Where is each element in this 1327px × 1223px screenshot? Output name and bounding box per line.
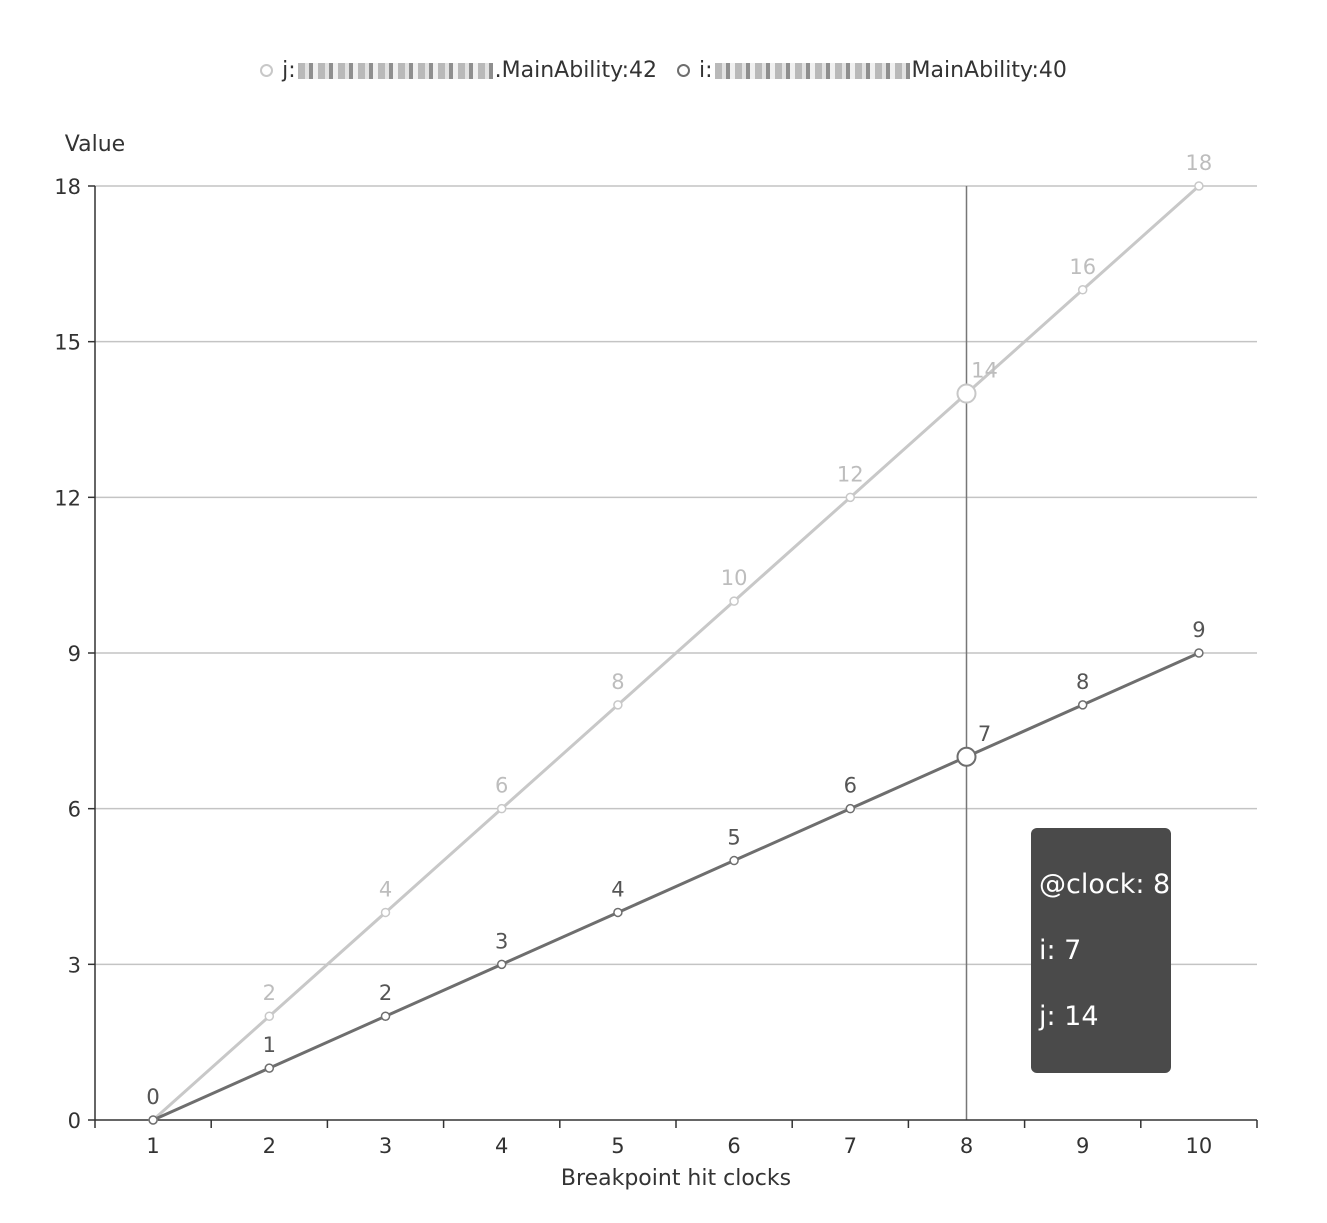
legend-item-i[interactable]: i: MainAbility:40 [677, 58, 1067, 83]
data-point-j-3 [380, 907, 391, 918]
data-point-j-2 [264, 1011, 275, 1021]
data-label-i-4: 3 [495, 929, 508, 953]
y-tick-label-6: 6 [68, 798, 81, 822]
data-label-i-10: 9 [1192, 618, 1205, 642]
x-tick-label-5: 5 [611, 1134, 624, 1158]
data-point-i-5 [613, 907, 623, 918]
data-label-j-4: 6 [495, 774, 508, 798]
y-tick-label-18: 18 [54, 175, 81, 199]
redacted-text [297, 62, 493, 79]
y-tick-label-9: 9 [68, 642, 81, 666]
y-tick-label-3: 3 [68, 953, 81, 977]
x-tick-label-6: 6 [727, 1134, 740, 1158]
redacted-text [714, 62, 910, 79]
data-point-i-7 [845, 803, 856, 814]
data-label-i-2: 1 [263, 1033, 276, 1057]
y-tick-label-15: 15 [54, 331, 81, 355]
data-point-i-1 [148, 1115, 158, 1125]
y-axis-title: Value [65, 132, 125, 157]
data-point-j-5 [613, 700, 623, 710]
tooltip-header: @clock: 8 [1039, 869, 1171, 900]
data-label-i-3: 2 [379, 981, 392, 1005]
legend-label-i-prefix: i: [699, 58, 713, 83]
legend: j: .MainAbility:42 i: MainAbility:40 [0, 58, 1327, 83]
data-label-j-6: 10 [721, 566, 748, 590]
data-point-j-7 [845, 492, 856, 503]
legend-label-j-suffix: .MainAbility:42 [494, 58, 657, 83]
legend-item-j[interactable]: j: .MainAbility:42 [260, 58, 657, 83]
data-point-i-10 [1194, 648, 1204, 658]
data-label-i-1: 0 [146, 1085, 159, 1109]
data-point-j-9 [1077, 285, 1088, 295]
tooltip-line-j: j: 14 [1039, 1001, 1099, 1032]
data-label-j-1: 0 [146, 1085, 159, 1109]
legend-marker-i-icon [677, 64, 690, 77]
data-label-j-10: 18 [1186, 151, 1213, 175]
x-tick-label-10: 10 [1186, 1134, 1213, 1158]
data-point-i-3 [380, 1011, 391, 1021]
data-label-j-5: 8 [611, 670, 624, 694]
data-point-j-4 [496, 803, 507, 814]
series-lines [152, 184, 1200, 1122]
legend-label-i-suffix: MainAbility:40 [911, 58, 1067, 83]
data-point-j-10 [1194, 181, 1204, 191]
x-axis-title: Breakpoint hit clocks [561, 1166, 791, 1191]
data-label-i-5: 4 [611, 877, 624, 901]
data-label-i-7: 6 [844, 774, 857, 798]
x-tick-label-1: 1 [146, 1134, 159, 1158]
x-tick-label-8: 8 [960, 1134, 973, 1158]
data-label-i-9: 8 [1076, 670, 1089, 694]
legend-label-j-prefix: j: [282, 58, 296, 83]
x-tick-label-7: 7 [844, 1134, 857, 1158]
data-point-i-9 [1077, 700, 1088, 710]
data-label-j-7: 12 [837, 462, 864, 486]
data-label-j-8: 14 [971, 359, 998, 383]
x-tick-label-2: 2 [263, 1134, 276, 1158]
data-point-i-8 [956, 746, 977, 767]
series-line-i [152, 651, 1200, 1122]
chart-tooltip: @clock: 8 i: 7 j: 14 [1031, 828, 1171, 1073]
data-point-j-8 [956, 383, 977, 404]
data-label-j-9: 16 [1069, 255, 1096, 279]
data-label-j-2: 2 [263, 981, 276, 1005]
x-tick-label-3: 3 [379, 1134, 392, 1158]
legend-marker-j-icon [260, 64, 274, 77]
y-tick-label-12: 12 [54, 486, 81, 510]
tooltip-line-i: i: 7 [1039, 935, 1082, 966]
x-tick-label-9: 9 [1076, 1134, 1089, 1158]
series-line-j [152, 184, 1200, 1122]
y-tick-label-0: 0 [68, 1109, 81, 1133]
data-label-i-8: 7 [978, 722, 991, 746]
data-point-i-6 [729, 855, 739, 866]
data-point-j-6 [729, 596, 739, 606]
data-point-i-4 [496, 959, 507, 970]
x-tick-label-4: 4 [495, 1134, 508, 1158]
data-label-i-6: 5 [727, 826, 740, 850]
data-point-i-2 [264, 1063, 275, 1073]
data-label-j-3: 4 [379, 877, 392, 901]
